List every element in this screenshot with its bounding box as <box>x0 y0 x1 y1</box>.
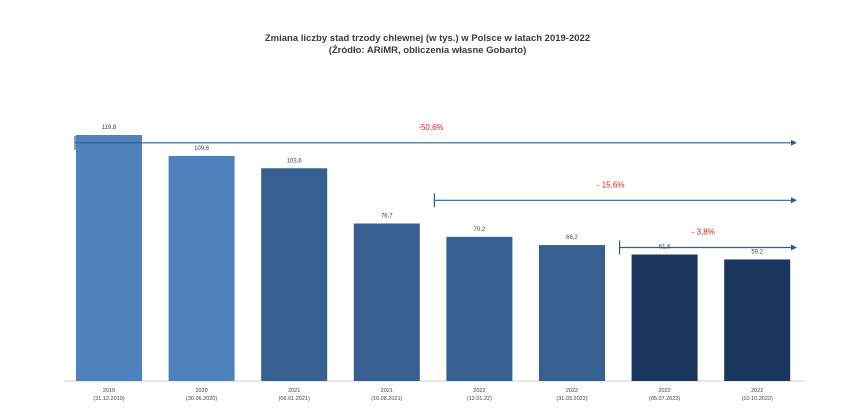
x-tick-label-year: 2022 <box>566 388 578 394</box>
value-label: 103,6 <box>287 158 303 164</box>
bars-group <box>64 135 805 382</box>
value-label: 70,2 <box>474 227 486 233</box>
value-label: 66,2 <box>566 235 578 241</box>
x-labels-group: 2019 (31.12.2019) 2020 (30.06.2020) 2021 (06.… <box>93 388 773 402</box>
annotation-label: - 15,6% <box>597 180 625 189</box>
annotation-arrowhead <box>791 244 797 251</box>
x-tick-label-year: 2022 <box>473 388 485 394</box>
bar <box>76 135 142 381</box>
x-tick-label-year: 2022 <box>751 388 763 394</box>
x-tick-label-date: (12.01.22) <box>467 396 492 402</box>
bar <box>724 259 791 381</box>
value-label: 59,2 <box>751 249 763 255</box>
annotation-arrowhead <box>791 197 797 204</box>
x-tick-label-year: 2020 <box>195 388 207 394</box>
value-label: 76,7 <box>381 214 393 220</box>
bar <box>168 155 235 381</box>
chart-subtitle: (Źródło: ARiMR, obliczenia własne Gobart… <box>328 45 527 56</box>
x-tick-label-date: (31.12.2019) <box>93 396 124 402</box>
x-tick-label-date: (06.01.2021) <box>279 396 310 402</box>
x-tick-label-year: 2021 <box>288 388 300 394</box>
x-tick-label-year: 2019 <box>103 388 115 394</box>
annotation-label: -50,6% <box>418 123 443 132</box>
value-label: 109,6 <box>194 146 210 152</box>
x-tick-label-date: (30.06.2020) <box>186 396 217 402</box>
value-label: 119,8 <box>102 125 117 131</box>
annotations-group: -50,6% - 15,6% - 3,8% <box>74 123 797 255</box>
x-tick-label-year: 2021 <box>381 388 393 394</box>
bar <box>539 245 605 381</box>
bar <box>631 254 698 381</box>
x-tick-label-date: (16.08.2021) <box>371 396 402 402</box>
annotation-label: - 3,8% <box>692 228 715 237</box>
bar <box>446 236 513 381</box>
x-tick-label-date: (05.07.2022) <box>649 396 680 402</box>
x-tick-label-year: 2022 <box>658 388 670 394</box>
bar <box>261 168 328 381</box>
x-tick-label-date: (10.10.2022) <box>742 396 773 402</box>
x-tick-label-date: (31.03.2022) <box>556 396 587 402</box>
chart-title: Zmiana liczby stad trzody chlewnej (w ty… <box>264 33 591 44</box>
bar <box>353 223 420 381</box>
annotation-arrowhead <box>791 139 797 146</box>
